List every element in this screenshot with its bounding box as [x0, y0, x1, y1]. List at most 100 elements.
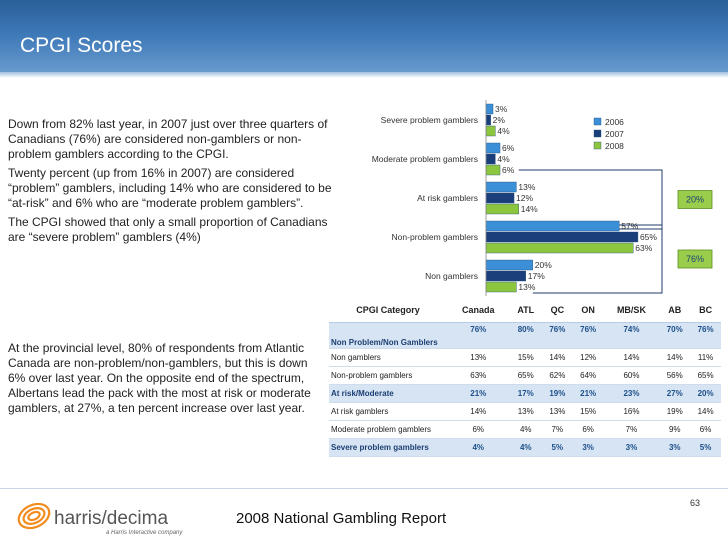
- category-label: Non-problem gamblers: [392, 232, 478, 242]
- data-label: 12%: [516, 193, 533, 203]
- data-label: 3%: [495, 104, 508, 114]
- table-cell: 16%: [603, 402, 660, 421]
- bar-2006: [485, 103, 494, 115]
- bar-2008: [485, 281, 517, 293]
- report-title: 2008 National Gambling Report: [236, 510, 447, 527]
- table-cell: 15%: [572, 402, 604, 421]
- legend-label: 2007: [605, 129, 624, 139]
- table-cell: 17%: [509, 384, 542, 403]
- table-row: Non Problem/Non Gamblers 76% 80% 76% 76% 74% 7…: [329, 322, 721, 349]
- table-cell: 14%: [603, 348, 660, 367]
- table-cell: 4%: [447, 438, 510, 457]
- data-label: 17%: [528, 271, 545, 281]
- table-cell: 20%: [690, 384, 721, 403]
- row-label: Severe problem gamblers: [329, 438, 447, 457]
- bar-2007: [485, 270, 526, 282]
- table-cell: 19%: [659, 402, 691, 421]
- data-label: 2%: [493, 115, 506, 125]
- callout-label: 20%: [686, 195, 704, 205]
- bar-2006: [485, 142, 501, 154]
- table-cell: 14%: [659, 348, 691, 367]
- row-label: Non gamblers: [329, 348, 447, 367]
- table-row: Severe problem gamblers 4% 4% 5% 3% 3% 3% 5%: [329, 438, 721, 457]
- table-cell: 5%: [690, 438, 721, 457]
- data-label: 13%: [518, 282, 535, 292]
- table-cell: 14%: [541, 348, 573, 367]
- bar-2006: [485, 220, 620, 232]
- table-cell: 76%: [541, 322, 573, 349]
- header-banner: CPGI Scores: [0, 0, 728, 78]
- bar-2006: [485, 259, 533, 271]
- table-cell: 14%: [690, 402, 721, 421]
- provincial-text: At the provincial level, 80% of responde…: [8, 341, 311, 415]
- logo-swirl-icon: [17, 502, 51, 530]
- logo-wordmark: harris/decima: [54, 508, 168, 529]
- table-cell: 23%: [603, 384, 660, 403]
- data-label: 4%: [497, 154, 510, 164]
- row-label: Moderate problem gamblers: [329, 420, 447, 439]
- column-header-category: CPGI Category: [329, 298, 447, 323]
- table-cell: 64%: [572, 366, 604, 385]
- data-label: 63%: [635, 243, 652, 253]
- intro-paragraph: Twenty percent (up from 16% in 2007) are…: [8, 166, 332, 210]
- table-cell: 76%: [572, 322, 604, 349]
- table-cell: 80%: [509, 322, 542, 349]
- table-cell: 74%: [603, 322, 660, 349]
- legend-swatch: [593, 129, 602, 138]
- category-label: Severe problem gamblers: [381, 115, 478, 125]
- table-cell: 15%: [509, 348, 542, 367]
- table-cell: 4%: [509, 420, 542, 439]
- table-cell: 76%: [690, 322, 721, 349]
- intro-paragraph: The CPGI showed that only a small propor…: [8, 215, 328, 244]
- table-cell: 7%: [541, 420, 573, 439]
- table-cell: 14%: [447, 402, 510, 421]
- table-cell: 27%: [659, 384, 691, 403]
- column-header: ATL: [509, 298, 542, 323]
- category-label: Moderate problem gamblers: [372, 154, 478, 164]
- column-header: MB/SK: [603, 298, 660, 323]
- table-cell: 13%: [447, 348, 510, 367]
- legend-label: 2008: [605, 141, 624, 151]
- bar-2008: [485, 242, 634, 254]
- row-label: Non-problem gamblers: [329, 366, 447, 385]
- legend-swatch: [593, 117, 602, 126]
- table-cell: 6%: [572, 420, 604, 439]
- cpgi-bar-chart: 20%76%Severe problem gamblers3%2%4%Moder…: [372, 100, 713, 296]
- table-cell: 56%: [659, 366, 691, 385]
- column-header: Canada: [447, 298, 510, 323]
- table-cell: 63%: [447, 366, 510, 385]
- callout-box: [677, 190, 713, 209]
- table-cell: 3%: [572, 438, 604, 457]
- table-cell: 65%: [509, 366, 542, 385]
- page-title: CPGI Scores: [20, 34, 143, 57]
- row-label: At risk/Moderate: [329, 384, 447, 403]
- bar-2006: [485, 181, 517, 193]
- page-number: 63: [690, 498, 701, 508]
- intro-text: Down from 82% last year, in 2007 just ov…: [8, 117, 343, 249]
- table-cell: 65%: [690, 366, 721, 385]
- logo-tagline: a Harris Interactive company: [106, 530, 183, 536]
- table-cell: 13%: [541, 402, 573, 421]
- bar-2007: [485, 153, 496, 165]
- table-cell: 60%: [603, 366, 660, 385]
- table-row: Non-problem gamblers 63% 65% 62% 64% 60% 56% 65…: [329, 366, 721, 385]
- table-row: At risk/Moderate 21% 17% 19% 21% 23% 27% 20%: [329, 384, 721, 403]
- table-cell: 3%: [659, 438, 691, 457]
- table-header-row: CPGI Category Canada ATL QC ON MB/SK AB BC: [329, 298, 721, 323]
- table-cell: 21%: [447, 384, 510, 403]
- table-cell: 7%: [603, 420, 660, 439]
- data-label: 13%: [518, 182, 535, 192]
- data-label: 6%: [502, 165, 515, 175]
- table-cell: 70%: [659, 322, 691, 349]
- intro-paragraph: Down from 82% last year, in 2007 just ov…: [8, 117, 328, 161]
- table-cell: 19%: [541, 384, 573, 403]
- table-cell: 9%: [659, 420, 691, 439]
- table-cell: 5%: [541, 438, 573, 457]
- data-label: 14%: [521, 204, 538, 214]
- data-label: 65%: [640, 232, 657, 242]
- bar-2008: [485, 125, 496, 137]
- row-label: At risk gamblers: [329, 402, 447, 421]
- column-header: ON: [572, 298, 604, 323]
- table-row: Non gamblers 13% 15% 14% 12% 14% 14% 11%: [329, 348, 721, 367]
- bar-2007: [485, 231, 639, 243]
